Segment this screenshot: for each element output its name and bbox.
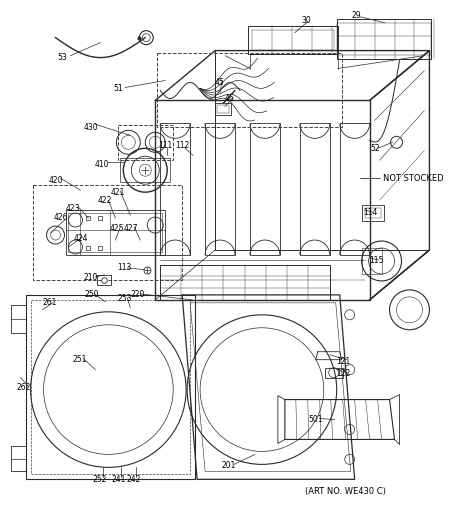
Text: (ART NO. WE430 C): (ART NO. WE430 C) [305, 487, 386, 496]
Text: 52: 52 [371, 144, 381, 153]
Text: 45: 45 [214, 78, 224, 87]
Text: 29: 29 [352, 11, 362, 20]
Text: 115: 115 [369, 257, 384, 266]
Text: 262: 262 [17, 383, 31, 392]
Text: 112: 112 [175, 141, 189, 150]
Bar [337, 19, 431, 59]
Text: 425: 425 [110, 224, 125, 233]
Text: 220: 220 [130, 290, 145, 299]
Text: 420: 420 [48, 176, 63, 185]
Text: NOT STOCKED: NOT STOCKED [383, 174, 443, 183]
Bar [215, 104, 231, 116]
Bar [11, 305, 26, 333]
Text: 113: 113 [117, 264, 131, 273]
Bar [362, 248, 382, 274]
Text: 422: 422 [97, 195, 111, 205]
Text: 111: 111 [158, 141, 173, 150]
Bar [69, 213, 162, 252]
Text: 51: 51 [114, 84, 123, 93]
Bar [157, 53, 342, 127]
Text: 53: 53 [58, 53, 67, 62]
Text: 252: 252 [92, 475, 107, 484]
Text: 426: 426 [53, 213, 68, 222]
Text: 46: 46 [224, 94, 234, 103]
Bar [250, 123, 280, 255]
Text: 122: 122 [337, 369, 351, 378]
Text: 424: 424 [73, 233, 88, 242]
Bar [340, 123, 370, 255]
Bar [33, 185, 182, 280]
Bar [160, 265, 330, 300]
Text: 250: 250 [84, 290, 99, 299]
Text: 261: 261 [42, 298, 57, 308]
Bar [325, 368, 343, 378]
Bar [252, 30, 334, 49]
Text: 210: 210 [83, 273, 98, 282]
Text: 30: 30 [301, 16, 310, 25]
Text: 421: 421 [110, 188, 125, 196]
Text: 251: 251 [72, 355, 87, 364]
Bar [337, 23, 431, 55]
Text: 430: 430 [84, 123, 99, 132]
Bar [300, 123, 330, 255]
Bar [11, 446, 26, 471]
Bar [120, 158, 170, 182]
Text: 423: 423 [65, 204, 80, 213]
Bar [248, 26, 337, 54]
Text: 121: 121 [337, 357, 351, 366]
Text: 253: 253 [117, 294, 132, 304]
Text: 427: 427 [124, 224, 138, 233]
Text: 501: 501 [309, 415, 323, 424]
Bar [118, 125, 173, 160]
Bar [205, 123, 235, 255]
Bar [98, 275, 111, 285]
Text: 114: 114 [364, 208, 378, 217]
Text: 201: 201 [222, 461, 236, 470]
Text: 241: 241 [111, 475, 126, 484]
Bar [365, 208, 381, 218]
Bar [65, 210, 165, 255]
Text: 242: 242 [126, 475, 140, 484]
Text: 410: 410 [94, 160, 109, 169]
Bar [362, 205, 383, 221]
Bar [217, 106, 229, 114]
Bar [160, 123, 190, 255]
